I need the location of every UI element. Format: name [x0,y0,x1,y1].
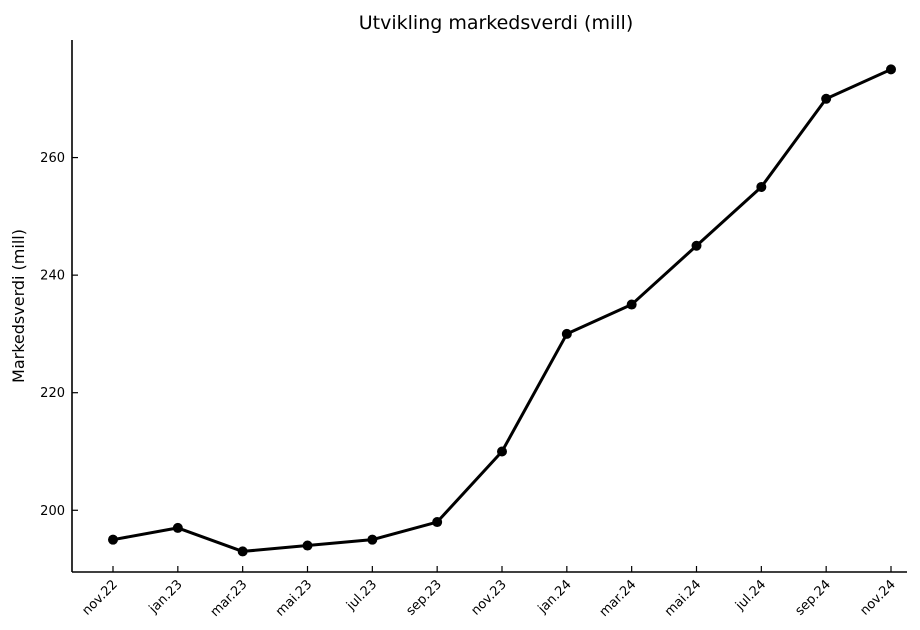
series-group [108,64,896,557]
data-point [108,534,118,545]
x-tick-label: sep.23 [403,577,445,619]
data-point [626,299,637,310]
x-tick-label: jul.23 [343,577,380,614]
data-point [367,534,378,545]
x-tick-label: jan.24 [535,577,575,617]
series-line [112,68,892,553]
chart-title: Utvikling markedsverdi (mill) [359,12,633,34]
y-tick-label: 200 [40,504,65,519]
data-point [886,64,896,75]
x-tick-label: nov.23 [468,577,509,618]
data-point [561,328,572,339]
y-tick-label: 240 [40,269,65,284]
x-tick-label: mai.24 [662,577,704,619]
data-point [756,181,767,192]
data-point [172,522,183,533]
x-tick-label: sep.24 [792,577,834,619]
x-tick-label: mai.23 [273,577,315,619]
x-tick-label: mar.24 [597,577,640,620]
y-tick-label: 220 [40,386,65,401]
x-tick-label: jan.23 [146,577,186,617]
data-point [432,517,443,528]
y-tick-label: 260 [40,151,65,166]
x-tick-label: nov.24 [857,577,898,618]
data-point [302,540,313,551]
x-tick-label: mar.23 [208,577,251,620]
x-ticks: nov.22 jan.23 mar.23 mai.23 jul.23 sep.23 nov.… [79,566,899,620]
data-point [821,93,832,104]
data-point [497,446,507,457]
y-ticks: 200 220 240 260 [40,151,78,519]
x-tick-label: jul.24 [732,577,769,614]
x-tick-label: nov.22 [79,577,120,618]
data-point [237,546,248,557]
data-point [691,240,702,251]
y-axis-label: Markedsverdi (mill) [9,229,28,383]
